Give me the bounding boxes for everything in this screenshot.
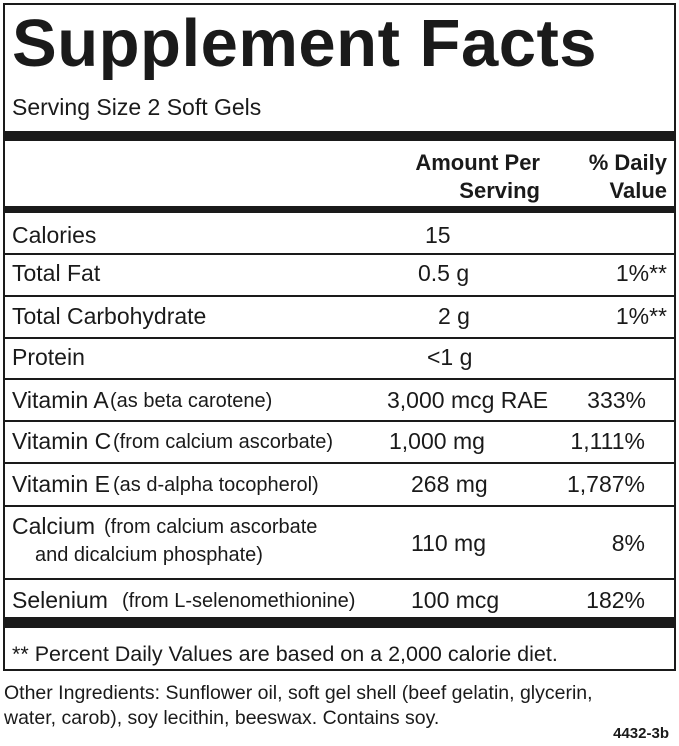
daily-value: 333% <box>587 387 646 413</box>
daily-value: 8% <box>611 530 645 556</box>
daily-value: 1,787% <box>566 471 645 497</box>
ingredients: water, carob), soy lecithin, beeswax. Co… <box>4 707 440 729</box>
divider <box>3 131 676 141</box>
code: 4432-3b <box>613 725 669 742</box>
row-divider <box>3 337 676 339</box>
row-divider <box>3 420 676 422</box>
ingredients: Other Ingredients: Sunflower oil, soft g… <box>4 682 593 704</box>
nutrient-name: Total Carbohydrate <box>12 303 207 329</box>
nutrient-name: Calcium <box>12 513 96 539</box>
amount: 110 mg <box>411 530 487 556</box>
divider <box>3 206 676 213</box>
row-divider <box>3 578 676 580</box>
header-amount: Serving <box>459 178 540 203</box>
nutrient-source: (as d-alpha tocopherol) <box>113 474 319 496</box>
amount: 0.5 g <box>418 260 470 286</box>
row-divider <box>3 462 676 464</box>
title: Supplement Facts <box>12 6 598 81</box>
amount: 15 <box>425 222 451 248</box>
nutrient-name: Vitamin E <box>12 471 111 497</box>
nutrient-name: Total Fat <box>12 260 101 286</box>
nutrient-source: (as beta carotene) <box>110 390 273 412</box>
amount: 268 mg <box>411 471 488 497</box>
footnote: ** Percent Daily Values are based on a 2… <box>12 642 558 666</box>
daily-value: 1%** <box>615 260 667 286</box>
amount: <1 g <box>427 344 473 370</box>
daily-value: 182% <box>586 587 645 613</box>
serving-size: Serving Size 2 Soft Gels <box>12 94 262 120</box>
amount: 100 mcg <box>411 587 500 613</box>
header-dv: Value <box>609 178 667 203</box>
nutrient-source: (from calcium ascorbate <box>104 516 318 538</box>
nutrient-source: (from L-selenomethionine) <box>122 590 356 612</box>
nutrient-name: Selenium <box>12 587 108 613</box>
amount: 2 g <box>438 303 470 329</box>
nutrient-name: Calories <box>12 222 97 248</box>
row-divider <box>3 253 676 255</box>
row-divider <box>3 295 676 297</box>
daily-value: 1,111% <box>570 428 645 454</box>
divider <box>3 617 676 628</box>
header-amount: Amount Per <box>415 150 540 175</box>
nutrient-source: and dicalcium phosphate) <box>35 544 263 566</box>
nutrient-source: (from calcium ascorbate) <box>113 431 334 453</box>
nutrient-name: Protein <box>12 344 85 370</box>
header-dv: % Daily <box>588 150 667 175</box>
amount: 1,000 mg <box>389 428 485 454</box>
nutrient-name: Vitamin A <box>12 387 109 413</box>
daily-value: 1%** <box>615 303 667 329</box>
amount: 3,000 mcg RAE <box>387 387 549 413</box>
nutrient-name: Vitamin C <box>12 428 112 454</box>
row-divider <box>3 378 676 380</box>
row-divider <box>3 505 676 507</box>
